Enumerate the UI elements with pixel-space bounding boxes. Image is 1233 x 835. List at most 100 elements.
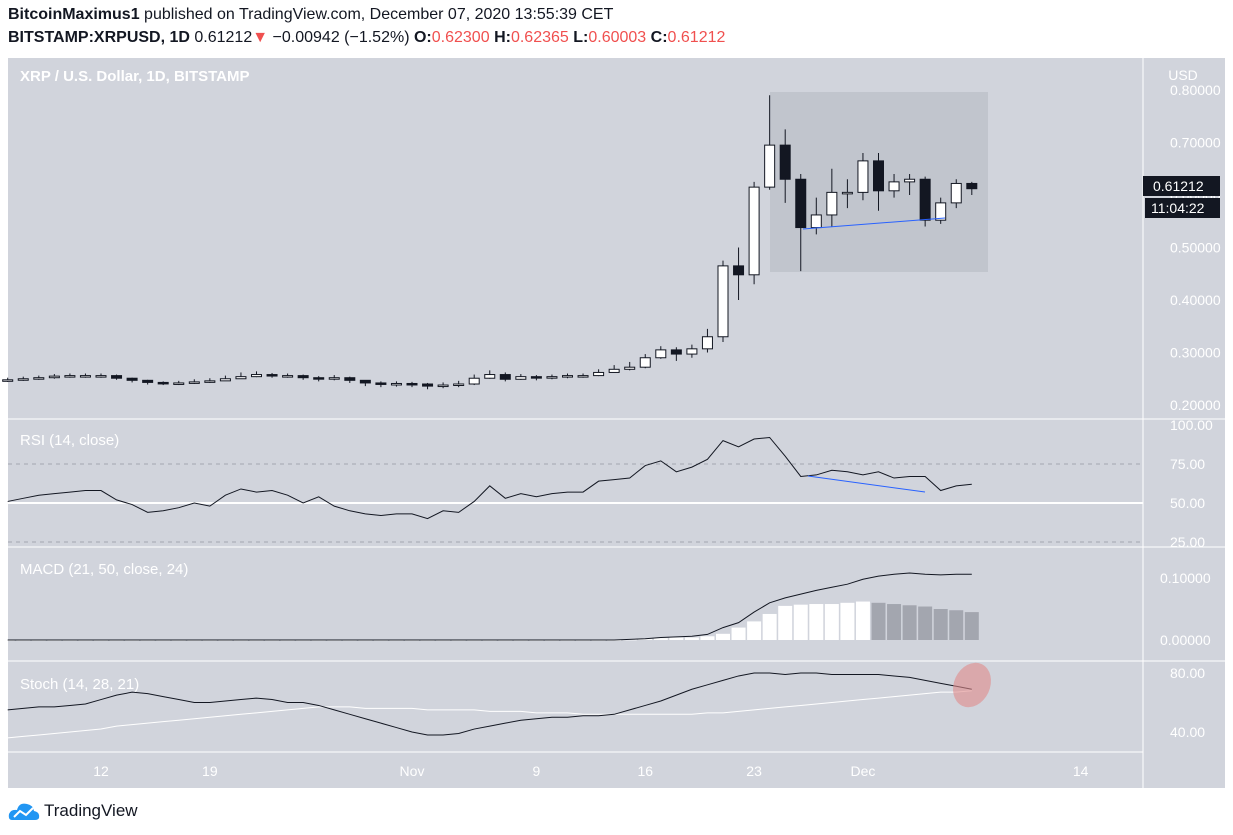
candle[interactable]: [655, 349, 667, 359]
candle[interactable]: [857, 160, 869, 193]
rsi-divergence-line[interactable]: [807, 475, 926, 493]
chart[interactable]: XRP / U.S. Dollar, 1D, BITSTAMP USD RSI …: [0, 0, 1233, 800]
candle[interactable]: [795, 178, 807, 229]
candle[interactable]: [48, 375, 60, 379]
candle[interactable]: [313, 377, 325, 380]
candle[interactable]: [935, 202, 947, 221]
candle[interactable]: [717, 265, 729, 338]
candle[interactable]: [966, 182, 978, 190]
candle[interactable]: [530, 376, 542, 379]
candle[interactable]: [328, 377, 340, 380]
candle[interactable]: [888, 181, 900, 192]
price-tick-label: 0.20000: [1170, 397, 1221, 413]
candle[interactable]: [375, 382, 387, 385]
candle[interactable]: [251, 374, 262, 378]
close-label: C:: [650, 29, 668, 46]
candle[interactable]: [204, 380, 216, 383]
candle[interactable]: [188, 381, 200, 384]
candle[interactable]: [826, 191, 838, 216]
candle[interactable]: [17, 378, 29, 381]
publisher[interactable]: BitcoinMaximus1: [8, 6, 140, 23]
candle[interactable]: [904, 178, 916, 183]
price-tick-label: 0.70000: [1170, 135, 1221, 151]
candle[interactable]: [810, 214, 822, 229]
down-arrow-icon: ▼: [252, 29, 269, 46]
last-price-tag: [1143, 176, 1220, 196]
candle[interactable]: [437, 384, 449, 388]
candle[interactable]: [266, 374, 278, 377]
currency-label: USD: [1168, 67, 1198, 83]
macd-histogram-bar: [855, 601, 870, 640]
candle[interactable]: [686, 348, 698, 355]
price-change: −0.00942 (−1.52%): [272, 29, 410, 46]
price-tick-label: 0.50000: [1170, 240, 1221, 256]
macd-histogram-bar: [747, 621, 762, 640]
candle[interactable]: [562, 375, 573, 378]
candle[interactable]: [733, 265, 745, 276]
symbol: BITSTAMP:XRPUSD, 1D: [8, 29, 190, 46]
candle[interactable]: [344, 377, 356, 381]
candle[interactable]: [546, 376, 558, 379]
time-tick-label: Nov: [400, 763, 425, 779]
candle[interactable]: [764, 144, 776, 188]
macd-histogram-bar: [871, 602, 886, 640]
candle[interactable]: [577, 375, 589, 378]
last-price: 0.61212: [194, 29, 253, 46]
candle[interactable]: [670, 349, 682, 355]
candle[interactable]: [748, 186, 760, 276]
macd-histogram-bar: [964, 612, 979, 640]
candle[interactable]: [111, 375, 123, 379]
candle[interactable]: [779, 144, 791, 180]
candle[interactable]: [841, 191, 853, 195]
support-trendline[interactable]: [802, 217, 946, 230]
candle[interactable]: [701, 336, 713, 350]
candle[interactable]: [282, 375, 294, 378]
candle[interactable]: [406, 382, 418, 386]
candle[interactable]: [639, 357, 651, 368]
candle[interactable]: [390, 382, 402, 386]
candle[interactable]: [950, 182, 962, 204]
candle[interactable]: [873, 160, 884, 192]
price-tick-label: 0.80000: [1170, 82, 1221, 98]
candle[interactable]: [515, 376, 527, 380]
candle[interactable]: [173, 382, 185, 385]
macd-title: MACD (21, 50, close, 24): [20, 561, 188, 578]
candle[interactable]: [64, 375, 76, 378]
candle[interactable]: [453, 383, 465, 386]
stoch-highlight[interactable]: [946, 657, 998, 714]
macd-histogram-bar: [684, 637, 699, 640]
last-price-tag-text: 0.61212: [1153, 178, 1204, 194]
publish-info: BitcoinMaximus1 published on TradingView…: [8, 6, 613, 24]
macd-histogram-bar: [918, 606, 933, 640]
candle[interactable]: [468, 377, 480, 385]
candle[interactable]: [919, 178, 931, 221]
rsi-line: [7, 436, 972, 520]
macd-histogram-bar: [887, 604, 902, 640]
candle[interactable]: [79, 375, 91, 378]
candle[interactable]: [359, 379, 371, 384]
candle[interactable]: [219, 378, 231, 382]
candle[interactable]: [2, 379, 14, 382]
pane-separators: [8, 418, 1225, 753]
candle[interactable]: [142, 379, 154, 383]
high-value: 0.62365: [510, 29, 569, 46]
candle[interactable]: [297, 375, 309, 379]
candle[interactable]: [422, 383, 434, 387]
rsi-tick-label: 75.00: [1170, 456, 1205, 472]
candle[interactable]: [499, 374, 511, 380]
candle[interactable]: [33, 377, 45, 380]
candle[interactable]: [608, 368, 620, 373]
macd-histogram-bar: [824, 604, 839, 640]
rsi-tick-label: 25.00: [1170, 534, 1205, 550]
candle[interactable]: [624, 366, 636, 370]
candle[interactable]: [157, 381, 169, 385]
candle[interactable]: [126, 377, 138, 381]
candle[interactable]: [235, 376, 247, 380]
macd-histogram-bar: [840, 602, 855, 640]
brand-name: TradingView: [44, 801, 138, 820]
low-label: L:: [573, 29, 589, 46]
candle[interactable]: [95, 375, 107, 378]
candle[interactable]: [484, 374, 496, 379]
tradingview-logo[interactable]: TradingView: [8, 800, 138, 822]
candle[interactable]: [593, 371, 605, 377]
